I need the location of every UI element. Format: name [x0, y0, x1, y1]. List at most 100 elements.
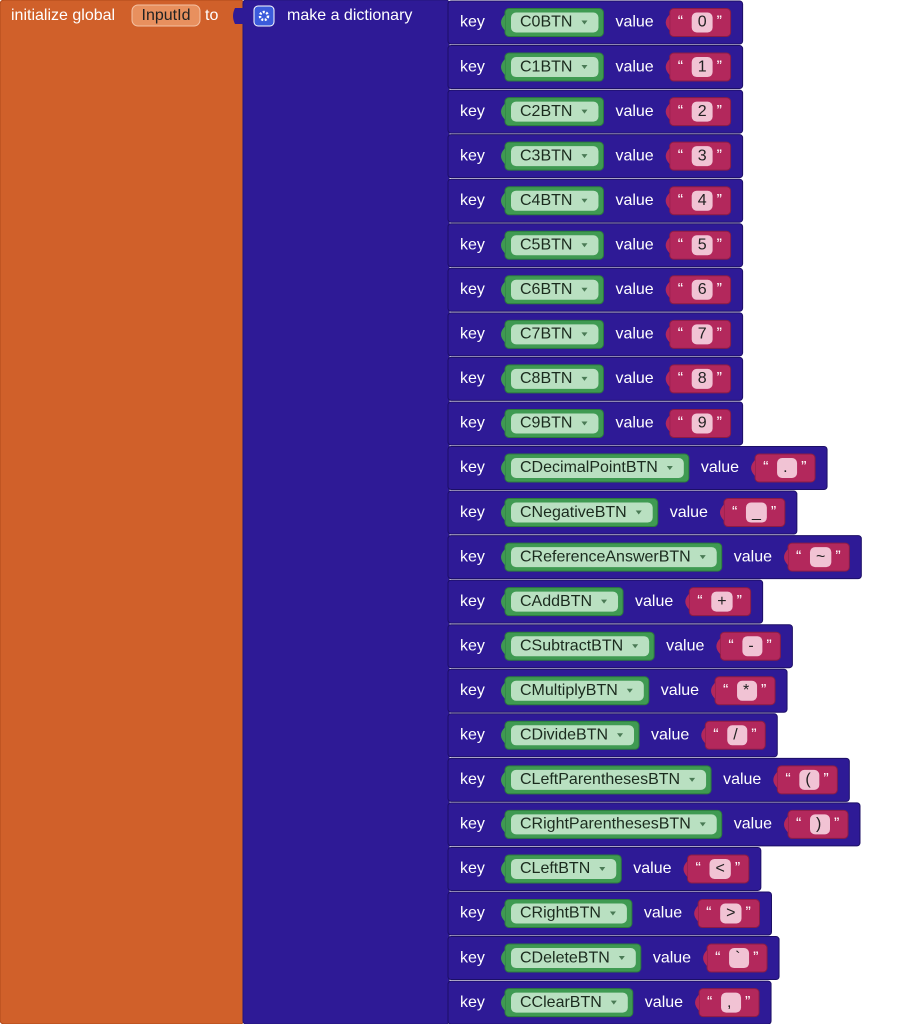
key-field[interactable]: [511, 190, 599, 211]
key-field[interactable]: [511, 725, 635, 746]
key-field[interactable]: [511, 769, 707, 790]
dropdown-arrow: [666, 466, 673, 470]
dropdown-arrow: [581, 20, 588, 25]
variable-field[interactable]: [131, 4, 201, 27]
key-name: C0BTN: [520, 14, 572, 31]
close-quote: ”: [717, 58, 722, 75]
key-field[interactable]: [511, 547, 717, 568]
key-name: C4BTN: [520, 192, 572, 209]
string-field[interactable]: [691, 57, 713, 78]
key-field[interactable]: [511, 636, 650, 657]
string-field[interactable]: [799, 769, 820, 790]
string-value: ,: [727, 994, 731, 1011]
string-field[interactable]: [810, 814, 830, 835]
key-connector: [501, 549, 505, 566]
string-field[interactable]: [742, 636, 763, 657]
key-name: CReferenceAnswerBTN: [520, 548, 691, 565]
string-field[interactable]: [691, 413, 713, 434]
value-label: value: [701, 459, 739, 476]
key-field[interactable]: [511, 235, 599, 256]
dropdown-arrow: [632, 644, 639, 649]
string-field[interactable]: [745, 502, 767, 523]
dropdown-arrow: [699, 822, 706, 827]
key-field[interactable]: [511, 458, 684, 478]
key-name: CLeftParenthesesBTN: [520, 771, 680, 788]
key-field[interactable]: [511, 413, 599, 434]
string-field[interactable]: [711, 591, 733, 612]
string-field[interactable]: [691, 190, 713, 211]
string-field[interactable]: [737, 680, 758, 701]
string-value: -: [748, 637, 753, 654]
key-field[interactable]: [511, 324, 599, 345]
string-field[interactable]: [721, 992, 742, 1013]
string-field[interactable]: [691, 101, 713, 122]
dropdown-arrow: [610, 1000, 617, 1005]
string-field[interactable]: [777, 458, 798, 478]
string-field[interactable]: [691, 12, 713, 33]
string-field[interactable]: [691, 324, 713, 345]
key-label: key: [460, 905, 485, 922]
key-field[interactable]: [511, 502, 653, 523]
key-field[interactable]: [511, 591, 619, 612]
key-field[interactable]: [511, 368, 599, 389]
dropdown-arrow: [699, 555, 706, 560]
key-connector: [501, 415, 505, 432]
open-quote: “: [796, 816, 801, 833]
open-quote: “: [706, 905, 711, 922]
gear: [258, 10, 270, 22]
key-field[interactable]: [511, 101, 599, 122]
open-quote: “: [732, 504, 737, 521]
dictionary-label: make a dictionary: [287, 7, 412, 24]
dropdown-arrow: [581, 154, 588, 159]
key-field[interactable]: [511, 903, 627, 924]
to-label: to: [205, 7, 218, 24]
value-label: value: [661, 682, 699, 699]
string-field[interactable]: [720, 903, 742, 924]
key-connector: [501, 950, 505, 967]
key-field[interactable]: [511, 814, 717, 835]
key-label: key: [460, 548, 485, 565]
value-label: value: [615, 236, 653, 253]
string-value: /: [733, 727, 738, 744]
string-connector: [665, 59, 670, 76]
key-field[interactable]: [511, 279, 599, 300]
key-label: key: [460, 236, 485, 253]
close-quote: ”: [751, 727, 756, 744]
key-connector: [501, 281, 505, 298]
key-connector: [501, 326, 505, 343]
key-connector: [501, 504, 505, 521]
string-connector: [665, 281, 670, 298]
close-quote: ”: [835, 548, 840, 565]
close-quote: ”: [717, 370, 722, 387]
open-quote: “: [678, 415, 683, 432]
key-field[interactable]: [511, 992, 628, 1013]
key-field[interactable]: [511, 57, 599, 78]
key-name: CAddBTN: [520, 593, 592, 610]
string-field[interactable]: [729, 948, 750, 969]
key-field[interactable]: [511, 12, 599, 33]
string-connector: [683, 860, 688, 877]
key-field[interactable]: [511, 680, 644, 701]
dictionary-block[interactable]: [242, 0, 450, 1024]
string-field[interactable]: [691, 235, 713, 256]
key-field[interactable]: [511, 948, 636, 969]
key-label: key: [460, 58, 485, 75]
string-field[interactable]: [809, 547, 832, 568]
string-field[interactable]: [691, 146, 713, 167]
string-field[interactable]: [691, 368, 713, 389]
value-label: value: [615, 281, 653, 298]
open-quote: “: [796, 548, 801, 565]
string-value: +: [717, 593, 726, 610]
key-field[interactable]: [511, 146, 599, 167]
mutator-icon[interactable]: [253, 5, 275, 27]
string-field[interactable]: [727, 725, 748, 746]
string-field[interactable]: [691, 279, 713, 300]
key-connector: [501, 460, 505, 476]
key-label: key: [460, 192, 485, 209]
string-field[interactable]: [709, 858, 731, 879]
string-connector: [695, 994, 700, 1011]
initialize-block[interactable]: [0, 0, 245, 1024]
key-name: C8BTN: [520, 370, 572, 387]
key-field[interactable]: [511, 858, 617, 879]
close-quote: ”: [717, 415, 722, 432]
